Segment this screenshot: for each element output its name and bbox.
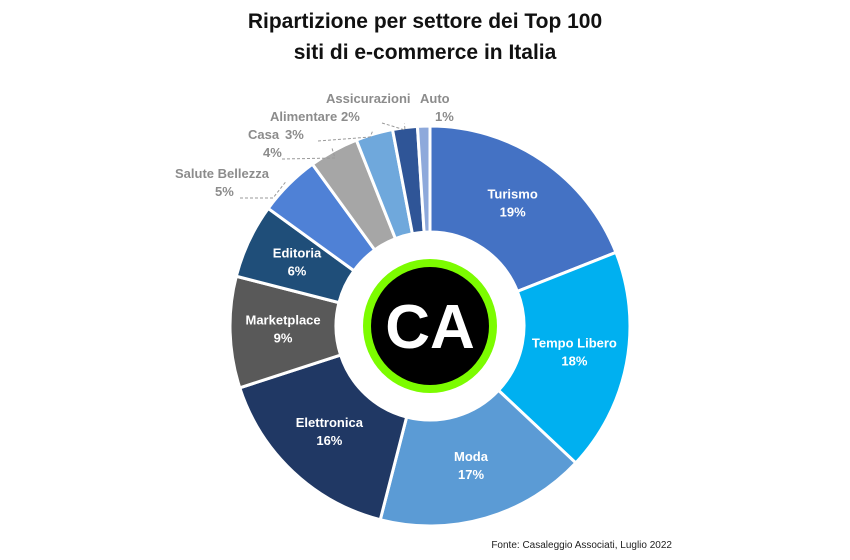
slice-label-assicurazioni: Assicurazioni [326, 91, 411, 106]
slice-value-assicurazioni: 2% [341, 109, 360, 124]
source-note: Fonte: Casaleggio Associati, Luglio 2022 [491, 540, 672, 551]
slice-label-editoria: Editoria [273, 245, 322, 260]
slice-label-alimentare: Alimentare [270, 109, 337, 124]
slice-label-moda: Moda [454, 449, 489, 464]
slice-tempo-libero [496, 250, 632, 466]
slice-labels: Turismo 19% Tempo Libero 18% Moda 17% Elettron… [175, 91, 617, 482]
slice-value-salute-bellezza: 5% [215, 184, 234, 199]
slice-value-auto: 1% [435, 109, 454, 124]
chart-title-line-1: Ripartizione per settore dei Top 100 [247, 10, 603, 33]
leader-line-casa [281, 147, 336, 160]
slice-value-moda: 17% [458, 467, 484, 482]
slice-label-turismo: Turismo [487, 186, 537, 201]
slice-auto [415, 124, 432, 234]
slice-label-marketplace: Marketplace [245, 313, 320, 328]
slice-moda [378, 388, 578, 528]
chart-title-line-2: siti di e-commerce in Italia [293, 41, 557, 64]
slice-label-salute-bellezza: Salute Bellezza [175, 166, 270, 181]
slice-label-elettronica: Elettronica [296, 415, 364, 430]
slice-value-tempo-libero: 18% [561, 354, 587, 369]
leader-line-alimentare [317, 129, 374, 142]
slice-label-tempo-libero: Tempo Libero [532, 336, 617, 351]
donut-slices [228, 124, 632, 528]
slice-value-marketplace: 9% [274, 331, 293, 346]
slice-turismo [428, 124, 618, 294]
slice-label-auto: Auto [420, 91, 450, 106]
leader-line-salute-bellezza [240, 181, 287, 199]
logo-disc [371, 267, 489, 385]
label-leader-lines [240, 122, 406, 199]
chart-title: Ripartizione per settore dei Top 100 sit… [0, 6, 850, 68]
logo-text: CA [385, 293, 475, 362]
slice-elettronica [237, 353, 409, 522]
slice-value-turismo: 19% [500, 204, 526, 219]
ca-logo: CA [363, 259, 497, 393]
slice-value-alimentare: 3% [285, 127, 304, 142]
slice-value-elettronica: 16% [316, 433, 342, 448]
slice-value-editoria: 6% [288, 263, 307, 278]
slice-value-casa: 4% [263, 145, 282, 160]
slice-label-casa: Casa [248, 127, 280, 142]
